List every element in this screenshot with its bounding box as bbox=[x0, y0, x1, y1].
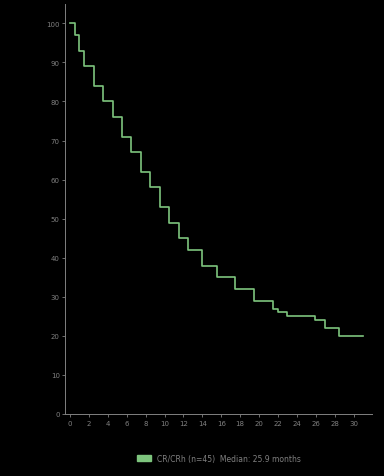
Legend: CR/CRh (n=45)  Median: 25.9 months: CR/CRh (n=45) Median: 25.9 months bbox=[134, 451, 304, 466]
